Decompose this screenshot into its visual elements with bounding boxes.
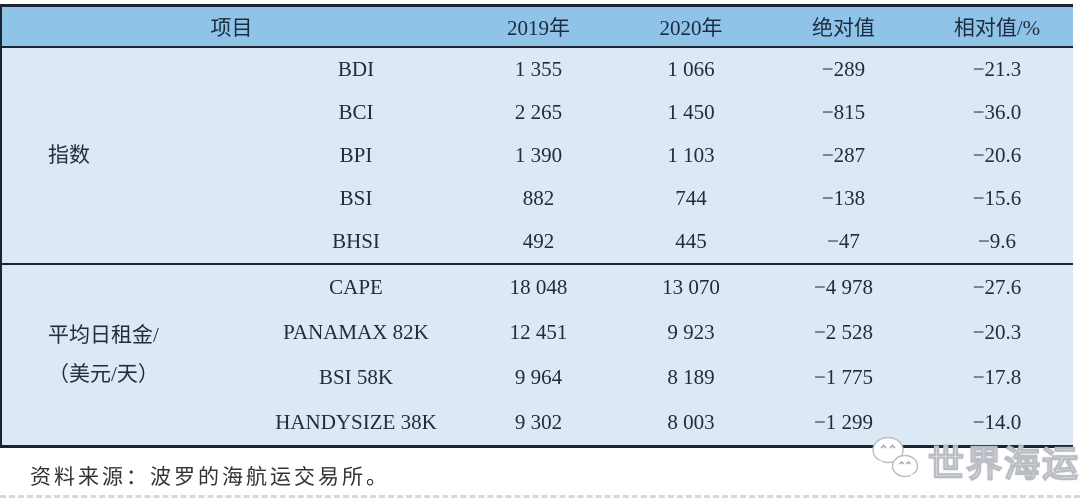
group-label-text: 平均日租金/ [48,323,159,348]
value-absolute: −287 [821,143,866,167]
table-row: 指数 BDI 1 355 1 066 −289 −21.3 [1,47,1073,167]
value-2019: 12 451 [509,320,568,344]
table-row: 平均日租金/ （美元/天） CAPE 18 048 13 070 −4 978 … [1,264,1073,386]
row-name: BSI [339,186,373,210]
column-header-2020: 2020年 [616,5,766,48]
row-name: BCI [338,100,374,124]
group-label-daily-hire: 平均日租金/ （美元/天） [1,264,251,447]
value-2020: 1 450 [667,100,715,124]
bottom-dashed-divider [0,495,1080,498]
value-relative: −27.6 [972,275,1022,299]
value-2019: 9 302 [514,410,563,434]
value-relative: −15.6 [972,186,1022,210]
value-absolute: −815 [821,100,866,124]
index-group: 指数 BDI 1 355 1 066 −289 −21.3 BCI 2 265 … [1,47,1073,264]
value-relative: −14.0 [972,410,1022,434]
table-row: BSI 58K 9 964 8 189 −1 775 −17.8 [1,355,1073,400]
value-2020: 8 189 [667,365,715,389]
value-absolute: −47 [827,229,860,253]
value-2019: 18 048 [509,275,568,299]
row-name: CAPE [329,275,383,299]
table-row: BCI 2 265 1 450 −815 −36.0 [1,91,1073,134]
value-absolute: −138 [821,186,866,210]
value-2019: 1 355 [514,57,563,81]
value-absolute: −1 299 [813,410,874,434]
value-absolute: −2 528 [813,320,874,344]
wechat-chat-bubbles-icon [868,434,924,487]
value-2020: 9 923 [667,320,715,344]
value-2019: 492 [522,229,555,253]
value-2019: 1 390 [514,143,563,167]
row-name: BSI 58K [318,365,394,389]
value-2020: 8 003 [667,410,715,434]
value-2020: 445 [675,229,707,253]
value-relative: −21.3 [972,57,1022,81]
column-header-relative: 相对值/% [921,5,1073,48]
daily-hire-group: 平均日租金/ （美元/天） CAPE 18 048 13 070 −4 978 … [1,264,1073,447]
group-label-index: 指数 [1,47,251,264]
value-2019: 882 [522,186,555,210]
row-name: PANAMAX 82K [283,320,429,344]
value-relative: −36.0 [972,100,1022,124]
group-label-text: 指数 [48,143,90,168]
watermark: 世界海运 [868,434,1080,487]
value-relative: −20.6 [972,143,1022,167]
column-header-absolute: 绝对值 [766,5,921,48]
table-row: BSI 882 744 −138 −15.6 [1,177,1073,220]
value-absolute: −1 775 [813,365,874,389]
column-header-2019: 2019年 [461,5,616,48]
value-relative: −17.8 [972,365,1022,389]
table-header-row: 项目 2019年 2020年 绝对值 相对值/% [1,5,1073,48]
value-2019: 2 265 [514,100,563,124]
value-absolute: −4 978 [813,275,874,299]
value-relative: −9.6 [977,229,1017,253]
row-name: BDI [337,57,375,81]
table-row: HANDYSIZE 38K 9 302 8 003 −1 299 −14.0 [1,400,1073,447]
row-name: HANDYSIZE 38K [275,410,437,434]
value-2019: 9 964 [514,365,563,389]
row-name: BPI [339,143,373,167]
shipping-index-table: 项目 2019年 2020年 绝对值 相对值/% 指数 BDI 1 355 1 … [0,4,1073,448]
value-2020: 1 103 [667,143,715,167]
value-absolute: −289 [821,57,866,81]
table-row: BPI 1 390 1 103 −287 −20.6 [1,134,1073,177]
table-row: PANAMAX 82K 12 451 9 923 −2 528 −20.3 [1,310,1073,355]
value-relative: −20.3 [972,320,1022,344]
table-row: BHSI 492 445 −47 −9.6 [1,220,1073,264]
value-2020: 1 066 [667,57,715,81]
watermark-text: 世界海运 [927,442,1080,484]
source-note: 资料来源：波罗的海航运交易所。 [30,465,390,489]
column-header-item: 项目 [1,5,461,48]
value-2020: 13 070 [662,275,720,299]
value-2020: 744 [675,186,707,210]
row-name: BHSI [332,229,380,253]
group-label-text-line2: （美元/天） [48,362,159,386]
